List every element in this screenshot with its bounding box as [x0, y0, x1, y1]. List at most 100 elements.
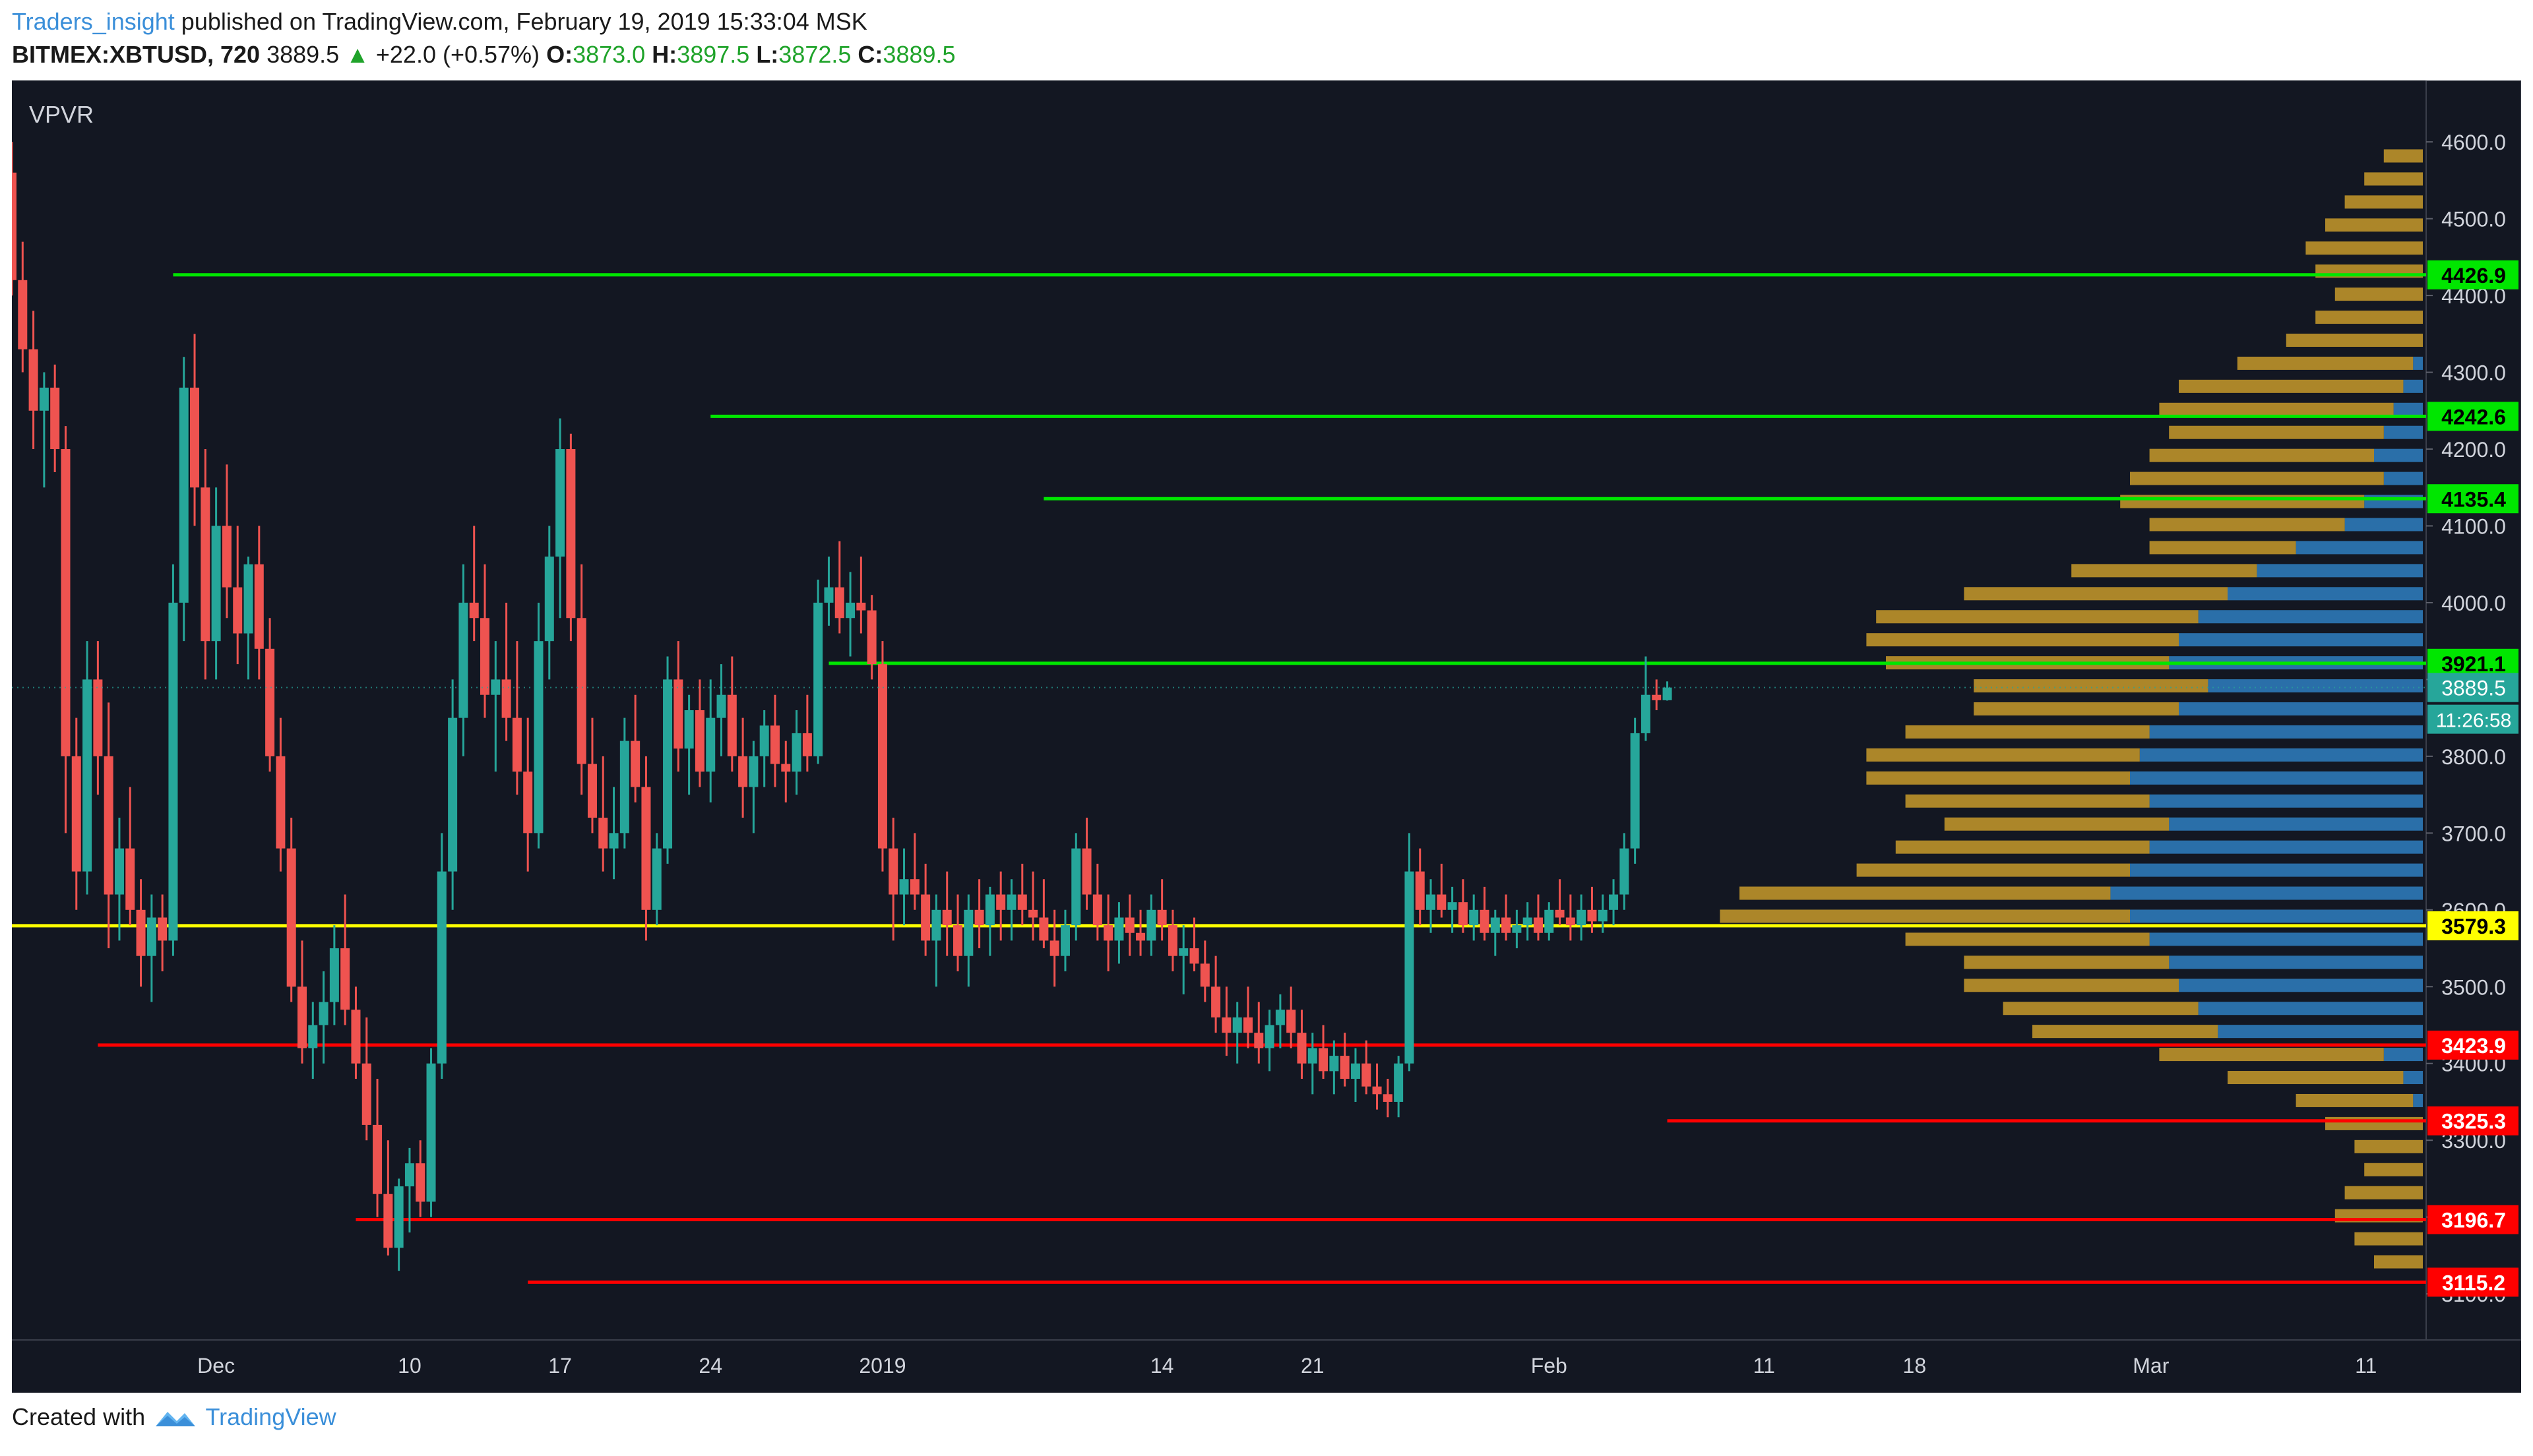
volume-profile-up-bar — [2364, 1163, 2423, 1176]
time-axis-label: 14 — [1150, 1354, 1174, 1378]
price-axis-label: 3800.0 — [2441, 745, 2506, 769]
candle-body — [1297, 1033, 1307, 1064]
candle-body — [1480, 909, 1489, 933]
candle-body — [953, 925, 963, 956]
volume-profile-up-bar — [2071, 564, 2257, 578]
time-axis-label: 10 — [398, 1354, 422, 1378]
volume-profile-down-bar — [2296, 541, 2423, 555]
candle-body — [1136, 932, 1146, 941]
volume-profile-up-bar — [1944, 817, 2170, 831]
candle-body — [373, 1124, 383, 1194]
candle-body — [1415, 871, 1425, 910]
tradingview-link[interactable]: TradingView — [205, 1403, 336, 1430]
price-axis-label: 4300.0 — [2441, 361, 2506, 385]
price-chart[interactable]: 4600.04500.04400.04300.04200.04100.04000… — [12, 80, 2521, 1393]
volume-profile-up-bar — [1964, 956, 2170, 969]
volume-profile-up-bar — [2130, 471, 2384, 485]
volume-profile-up-bar — [2169, 425, 2384, 439]
candle-body — [846, 602, 856, 619]
low-value: 3872.5 — [778, 41, 852, 68]
candle-body — [168, 602, 178, 941]
volume-profile-down-bar — [2169, 956, 2423, 969]
countdown-badge-bg — [2427, 704, 2518, 734]
candle-body — [501, 679, 511, 718]
level-badge-poc: 3579.3 — [2441, 915, 2506, 938]
candle-body — [340, 948, 350, 1010]
candle-body — [1458, 902, 1468, 926]
candle-body — [1544, 909, 1554, 933]
volume-profile-up-bar — [1974, 679, 2208, 693]
candle-body — [136, 909, 146, 956]
candle-body — [942, 909, 952, 926]
candle-body — [1619, 848, 1629, 895]
price-axis-label: 4600.0 — [2441, 131, 2506, 154]
volume-profile-up-bar — [2325, 1116, 2423, 1130]
level-badge-support-bg — [2427, 1205, 2518, 1234]
symbol-label[interactable]: BITMEX:XBTUSD, 720 — [12, 41, 261, 68]
author-link[interactable]: Traders_insight — [12, 8, 175, 35]
change-up-icon: ▲ — [346, 41, 369, 68]
level-badge-resistance-bg — [2427, 484, 2518, 514]
volume-profile-down-bar — [2130, 863, 2423, 877]
price-axis-label: 3500.0 — [2441, 975, 2506, 999]
volume-profile-down-bar — [2139, 748, 2423, 762]
indicator-label[interactable]: VPVR — [29, 101, 94, 128]
candle-body — [93, 679, 103, 756]
candle-body — [899, 879, 909, 895]
candle-body — [631, 741, 641, 787]
candle-body — [1577, 909, 1586, 926]
candle-body — [458, 602, 468, 718]
volume-profile-up-bar — [2325, 218, 2423, 232]
candle-body — [877, 664, 887, 849]
candle-body — [684, 710, 694, 749]
volume-profile-down-bar — [2393, 402, 2423, 416]
volume-profile-down-bar — [2383, 471, 2423, 485]
candle-body — [125, 848, 135, 910]
candle-body — [1533, 917, 1543, 933]
volume-profile-down-bar — [2403, 1071, 2423, 1085]
candle-body — [383, 1194, 393, 1248]
price-axis-label: 4100.0 — [2441, 514, 2506, 538]
price-axis-label: 4000.0 — [2441, 592, 2506, 615]
time-axis-label: 18 — [1903, 1354, 1927, 1378]
volume-profile-up-bar — [2374, 1255, 2423, 1269]
open-value: 3873.0 — [573, 41, 646, 68]
time-axis[interactable]: Dec 10 17 24 2019 14 21 Feb 11 18 Mar 11 — [197, 1354, 2377, 1378]
time-axis-label: Mar — [2133, 1354, 2169, 1378]
candles — [12, 142, 1672, 1271]
candle-body — [394, 1186, 404, 1248]
candle-body — [1652, 694, 1662, 700]
candle-body — [1017, 894, 1027, 910]
candle-body — [12, 172, 16, 280]
volume-profile-down-bar — [2364, 495, 2423, 508]
volume-profile-down-bar — [2179, 979, 2423, 992]
candle-body — [50, 387, 60, 450]
volume-profile-up-bar — [2003, 1002, 2199, 1016]
candle-body — [1350, 1063, 1360, 1079]
volume-profile-down-bar — [2149, 794, 2423, 808]
candle-body — [190, 387, 200, 488]
candle-body — [534, 641, 544, 834]
ohlc-line: BITMEX:XBTUSD, 720 3889.5 ▲ +22.0 (+0.57… — [12, 38, 2518, 71]
volume-profile-down-bar — [2198, 610, 2423, 624]
candle-body — [146, 917, 156, 956]
last-price-badge-bg — [2427, 673, 2518, 702]
created-with-text: Created with — [12, 1403, 146, 1430]
candle-body — [480, 618, 490, 695]
candle-body — [1092, 894, 1102, 926]
volume-profile-up-bar — [2159, 402, 2394, 416]
volume-profile-down-bar — [2208, 679, 2423, 693]
candle-body — [114, 848, 124, 895]
candle-body — [512, 717, 522, 772]
candle-body — [1490, 917, 1500, 933]
volume-profile-down-bar — [2179, 702, 2423, 715]
candle-body — [71, 756, 81, 872]
candle-body — [974, 909, 984, 926]
candle-body — [781, 764, 791, 772]
candle-body — [738, 756, 748, 787]
volume-profile — [1720, 149, 2423, 1269]
candle-body — [1340, 1056, 1350, 1079]
candle-body — [28, 349, 38, 411]
time-axis-label: Dec — [197, 1354, 235, 1378]
candle-body — [1361, 1063, 1371, 1087]
